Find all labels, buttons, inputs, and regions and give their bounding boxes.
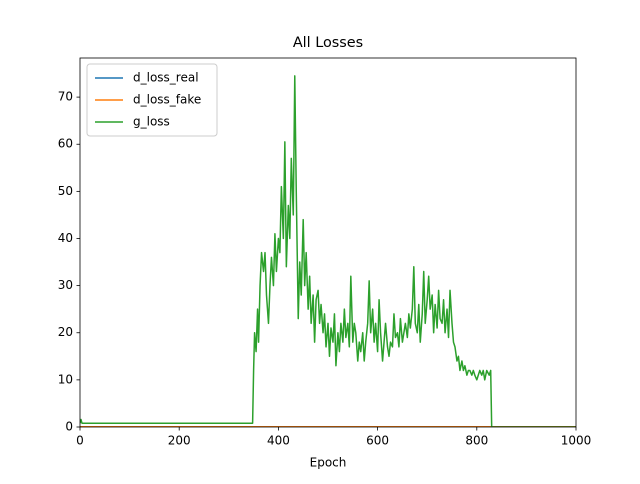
y-tick-label: 60: [58, 137, 73, 151]
x-tick-label: 400: [267, 434, 290, 448]
y-tick-label: 20: [58, 325, 73, 339]
x-tick-label: 1000: [561, 434, 592, 448]
legend-box: [86, 63, 218, 137]
series-line: [80, 75, 576, 427]
y-tick-label: 40: [58, 231, 73, 245]
x-tick-label: 0: [76, 434, 84, 448]
y-tick-label: 30: [58, 278, 73, 292]
x-axis-label: Epoch: [310, 456, 347, 470]
plot-frame: [79, 57, 577, 428]
y-tick-label: 0: [65, 420, 73, 434]
legend-label: d_loss_real: [133, 71, 199, 85]
y-tick-label: 70: [58, 90, 73, 104]
legend-label: g_loss: [133, 115, 170, 129]
legend-label: d_loss_fake: [133, 93, 201, 107]
y-tick-label: 10: [58, 372, 73, 386]
x-tick-label: 800: [465, 434, 488, 448]
chart-title: All Losses: [293, 35, 363, 51]
x-tick-label: 200: [168, 434, 191, 448]
y-tick-label: 50: [58, 184, 73, 198]
x-tick-label: 600: [366, 434, 389, 448]
